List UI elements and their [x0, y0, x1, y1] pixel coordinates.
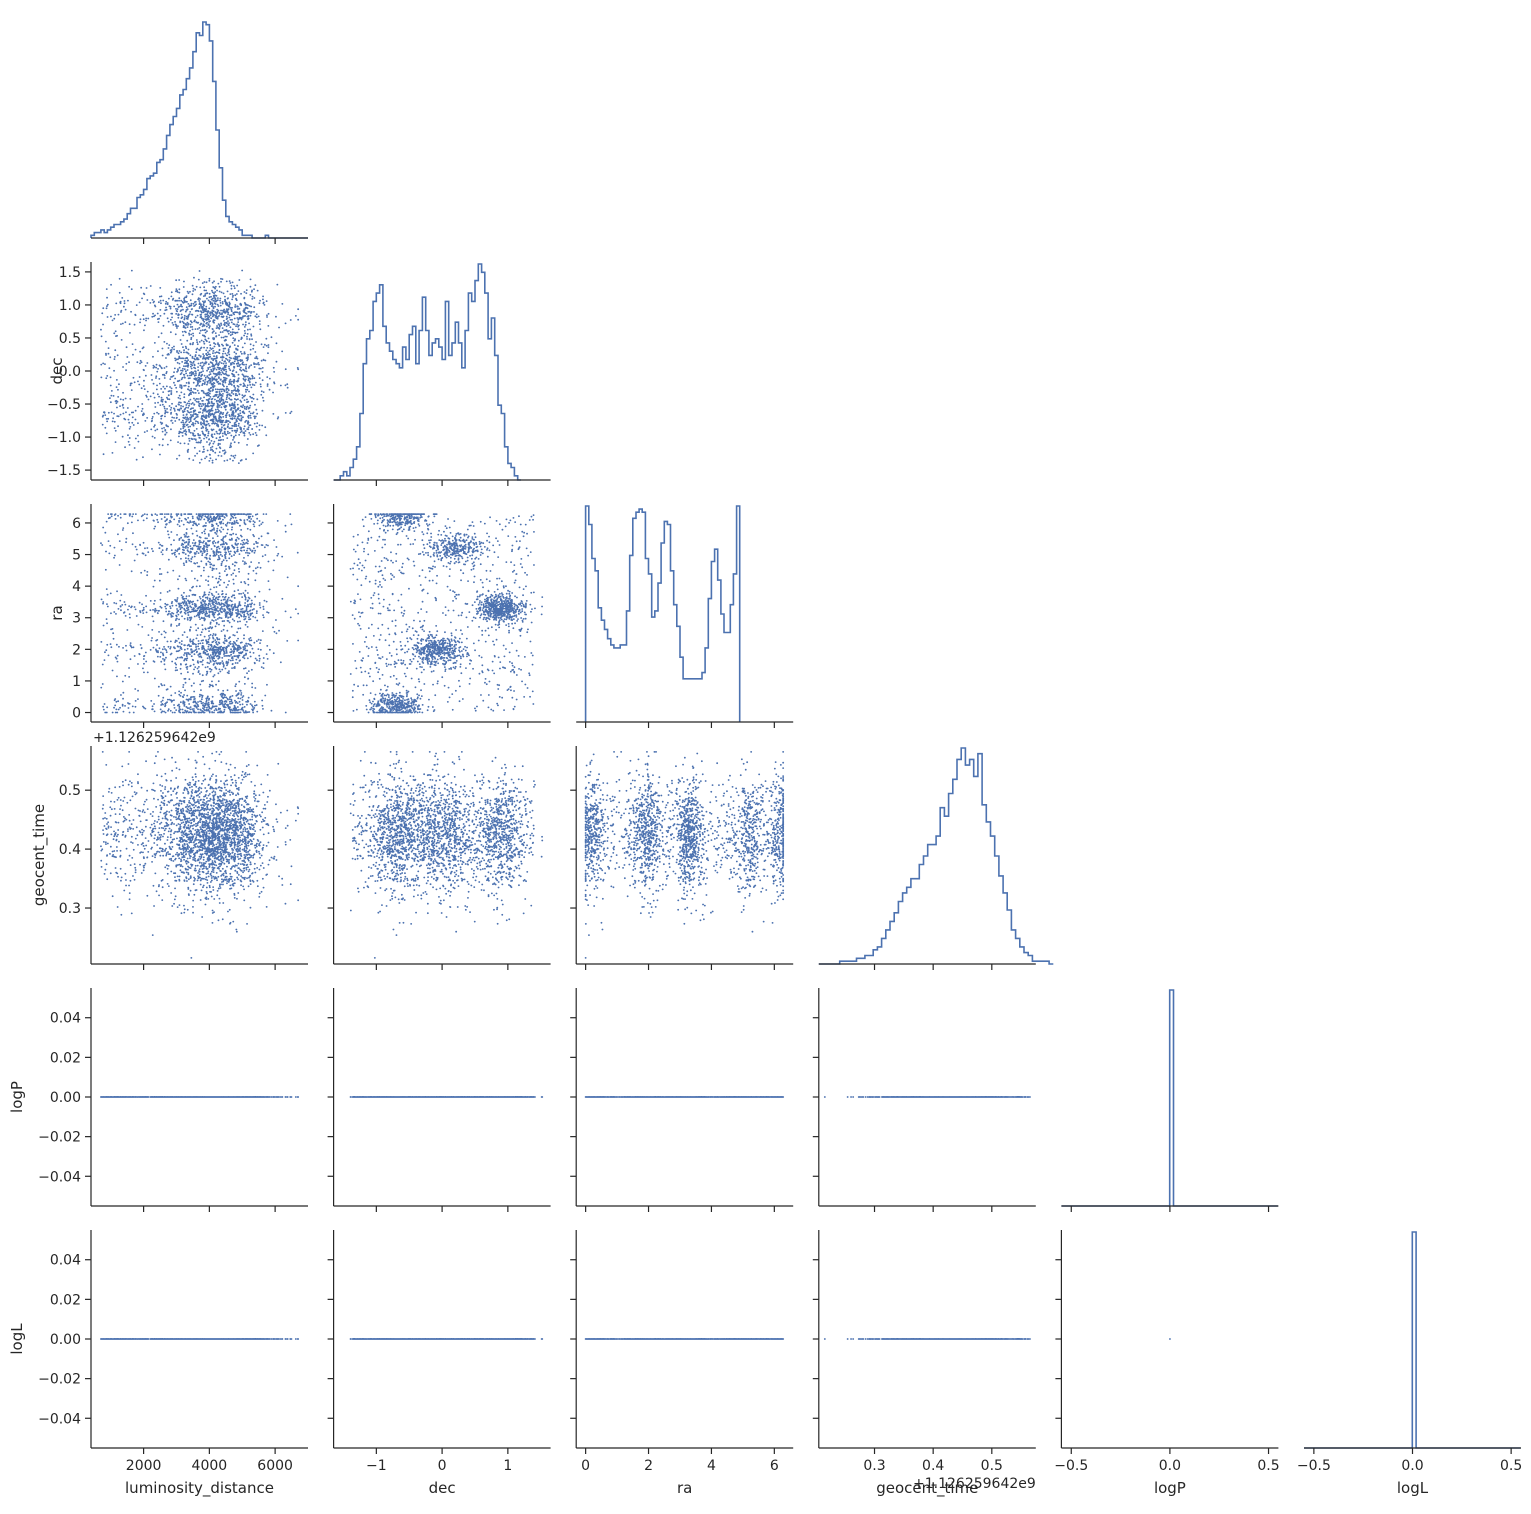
panel-logL-vs-logP: −0.5 0.0 0.5: [1054, 1230, 1280, 1474]
x-tick-label: 0.5: [1500, 1458, 1522, 1474]
panel-logP-vs-dec: [327, 988, 551, 1212]
y-tick-label: 0.04: [50, 1011, 81, 1027]
y-tick-label: −0.02: [38, 1372, 81, 1388]
x-tick-label: 0: [438, 1458, 447, 1474]
panel-logP-vs-logP: [1061, 989, 1279, 1212]
y-tick-label: 0.5: [59, 331, 81, 347]
y-tick-label: 1.0: [59, 298, 81, 314]
y-tick-label: 0.00: [50, 1332, 81, 1348]
x-tick-label: 0.5: [981, 1458, 1003, 1474]
x-tick-label: 2: [644, 1458, 653, 1474]
y-axis-label-ra: ra: [48, 605, 66, 620]
x-tick-label: 0.4: [922, 1458, 944, 1474]
y-tick-label: 4: [72, 579, 81, 595]
y-tick-label: 6: [72, 516, 81, 532]
scatter-points: [100, 269, 300, 464]
x-tick-label: 0.0: [1159, 1458, 1181, 1474]
panel-logL-vs-dec: −1 0 1: [327, 1230, 551, 1474]
y-tick-label: 0.4: [59, 842, 81, 858]
labels-layer: luminosity_distance dec ra geocent_time logP…: [8, 358, 1429, 1499]
panel-logP-vs-geocent_time: [812, 988, 1036, 1212]
y-tick-label: 0.5: [59, 783, 81, 799]
panels-layer: −1.5 −1.0 −0.5 0.0 0.5 1.0 1.5 0 1 2 3 4 5 6 0.3 0.4 0.5…: [38, 21, 1522, 1474]
panel-dec-vs-dec: [333, 263, 551, 486]
y-axis-label-geocent_time: geocent_time: [30, 804, 49, 906]
scatter-points: [584, 751, 785, 959]
panel-logL-vs-geocent_time: 0.3 0.4 0.5: [812, 1230, 1036, 1474]
scatter-points: [100, 513, 300, 714]
scatter-points: [349, 513, 544, 714]
y-tick-label: 0.04: [50, 1253, 81, 1269]
y-tick-label: 1.5: [59, 265, 81, 281]
y-tick-label: 0.02: [50, 1050, 81, 1066]
y-tick-label: −0.5: [47, 397, 81, 413]
x-tick-label: 0.5: [1257, 1458, 1279, 1474]
panel-geocent_time-vs-geocent_time: [818, 747, 1054, 970]
histogram-geocent_time: [818, 747, 1054, 965]
histogram-logL: [1304, 1231, 1521, 1449]
y-tick-label: 5: [72, 548, 81, 564]
y-tick-label: −0.04: [38, 1411, 81, 1427]
x-tick-label: −0.5: [1297, 1458, 1331, 1474]
y-offset-label: +1.126259642e9: [93, 730, 216, 746]
x-axis-label-logP: logP: [1154, 1479, 1186, 1497]
panel-logL-vs-ra: 0 2 4 6: [570, 1230, 794, 1474]
y-tick-label: −1.5: [47, 463, 81, 479]
panel-logP-vs-ra: [570, 988, 794, 1212]
x-axis-label-ra: ra: [677, 1479, 692, 1497]
x-tick-label: 4: [707, 1458, 716, 1474]
x-offset-label: +1.126259642e9: [913, 1476, 1036, 1492]
y-tick-label: 1: [72, 674, 81, 690]
panel-ra-vs-luminosity_distance: 0 1 2 3 4 5 6: [72, 504, 308, 728]
x-axis-label-dec: dec: [429, 1479, 456, 1497]
y-tick-label: −0.02: [38, 1130, 81, 1146]
x-tick-label: 0: [581, 1458, 590, 1474]
panel-ra-vs-dec: [327, 504, 551, 728]
y-axis-label-logL: logL: [8, 1323, 26, 1355]
x-tick-label: 2000: [126, 1458, 162, 1474]
histogram-luminosity_distance: [90, 21, 308, 239]
y-tick-label: 3: [72, 611, 81, 627]
x-tick-label: 6: [770, 1458, 779, 1474]
y-tick-label: 0.02: [50, 1292, 81, 1308]
panel-ra-vs-ra: [576, 505, 794, 728]
y-axis-label-dec: dec: [48, 358, 66, 385]
histogram-logP: [1061, 989, 1278, 1207]
y-tick-label: 0: [72, 706, 81, 722]
x-tick-label: −1: [366, 1458, 387, 1474]
y-tick-label: 0.3: [59, 901, 81, 917]
panel-geocent_time-vs-dec: [327, 746, 551, 970]
x-axis-label-geocent_time: geocent_time: [876, 1479, 978, 1498]
y-tick-label: −0.04: [38, 1169, 81, 1185]
y-axis-label-logP: logP: [8, 1081, 26, 1113]
panel-logL-vs-logL: −0.5 0.0 0.5: [1297, 1231, 1522, 1474]
x-tick-label: 6000: [257, 1458, 293, 1474]
y-tick-label: 0.00: [50, 1090, 81, 1106]
x-tick-label: 1: [503, 1458, 512, 1474]
scatter-points: [349, 751, 544, 959]
histogram-dec: [333, 263, 521, 481]
panel-logL-vs-luminosity_distance: −0.04 −0.02 0.00 0.02 0.04 2000 4000 6000: [38, 1230, 308, 1474]
x-tick-label: 0.3: [863, 1458, 885, 1474]
panel-geocent_time-vs-ra: [570, 746, 794, 970]
y-tick-label: −1.0: [47, 430, 81, 446]
y-tick-label: 0.0: [59, 364, 81, 380]
scatter-points: [100, 751, 300, 959]
histogram-ra: [584, 505, 741, 722]
panel-logP-vs-luminosity_distance: −0.04 −0.02 0.00 0.02 0.04: [38, 988, 308, 1212]
panel-dec-vs-luminosity_distance: −1.5 −1.0 −0.5 0.0 0.5 1.0 1.5: [47, 262, 308, 486]
x-tick-label: 4000: [192, 1458, 228, 1474]
y-tick-label: 2: [72, 642, 81, 658]
panel-luminosity_distance-vs-luminosity_distance: [90, 21, 308, 244]
x-axis-label-luminosity_distance: luminosity_distance: [125, 1479, 274, 1498]
x-axis-label-logL: logL: [1397, 1479, 1429, 1497]
x-tick-label: −0.5: [1054, 1458, 1088, 1474]
x-tick-label: 0.0: [1401, 1458, 1423, 1474]
panel-geocent_time-vs-luminosity_distance: 0.3 0.4 0.5: [59, 746, 308, 970]
